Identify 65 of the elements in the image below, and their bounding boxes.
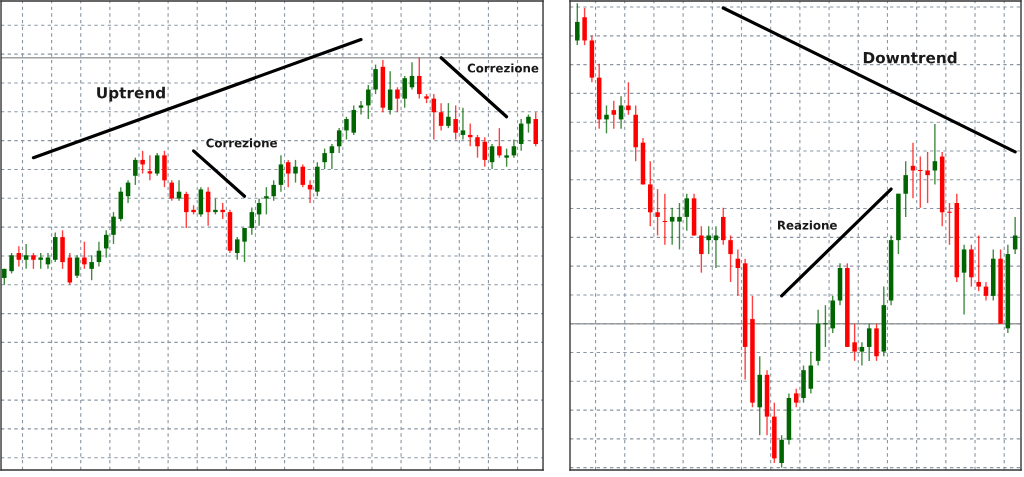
candlestick xyxy=(699,225,704,274)
candlestick xyxy=(169,179,174,202)
candlestick xyxy=(438,102,444,132)
candlestick xyxy=(344,116,349,141)
candlestick xyxy=(575,2,580,46)
candlestick xyxy=(728,234,733,283)
candlestick xyxy=(329,143,335,170)
candlestick xyxy=(53,231,58,263)
candlestick xyxy=(852,323,857,362)
candlestick xyxy=(293,159,298,184)
candlestick xyxy=(89,254,94,281)
candlestick xyxy=(460,106,466,141)
candlestick xyxy=(23,243,29,270)
candlestick xyxy=(526,113,531,134)
candlestick xyxy=(504,147,509,168)
candlestick xyxy=(9,252,14,275)
candlestick xyxy=(133,156,138,186)
candlestick xyxy=(322,147,327,170)
candlestick xyxy=(184,190,189,229)
candlestick xyxy=(903,160,908,218)
annotation: Downtrend xyxy=(863,51,957,64)
candlestick xyxy=(655,188,660,237)
candlestick xyxy=(278,154,284,193)
candlestick xyxy=(264,186,269,216)
candlestick xyxy=(859,341,865,367)
candlestick xyxy=(604,104,609,135)
candlestick xyxy=(677,202,682,251)
candlestick xyxy=(626,81,631,116)
candlestick xyxy=(684,193,690,232)
annotation: Uptrend xyxy=(97,86,165,102)
candlestick xyxy=(16,245,22,268)
candlestick xyxy=(82,240,87,270)
candlestick xyxy=(147,154,153,182)
candlestick xyxy=(235,236,240,261)
candlestick xyxy=(395,86,400,113)
candlestick xyxy=(453,104,458,141)
candlestick xyxy=(793,388,799,409)
candlestick xyxy=(111,211,116,245)
candlestick xyxy=(720,206,726,246)
annotation: Correzione xyxy=(467,63,539,73)
candlestick xyxy=(373,63,378,95)
candlestick xyxy=(497,127,502,159)
candlestick xyxy=(242,227,247,263)
candlestick xyxy=(669,206,675,246)
candlestick xyxy=(446,102,451,129)
candlestick xyxy=(285,159,291,188)
candlestick xyxy=(154,152,160,177)
candlestick xyxy=(417,57,422,100)
candlestick xyxy=(866,323,872,362)
candlestick xyxy=(779,434,784,469)
candlestick xyxy=(611,100,617,130)
candlestick xyxy=(582,7,587,46)
candlestick xyxy=(925,151,930,204)
candlestick xyxy=(976,234,981,292)
candlestick xyxy=(351,104,356,136)
candlestick xyxy=(358,100,364,116)
candlestick xyxy=(140,150,145,175)
annotation: Reazione xyxy=(778,220,837,230)
annotation: Correzione xyxy=(206,138,277,148)
candlestick xyxy=(402,75,407,109)
candlestick xyxy=(961,244,967,316)
candlestick xyxy=(271,179,276,202)
candlestick xyxy=(475,134,480,159)
candlestick xyxy=(706,225,711,255)
candlestick xyxy=(366,84,371,120)
